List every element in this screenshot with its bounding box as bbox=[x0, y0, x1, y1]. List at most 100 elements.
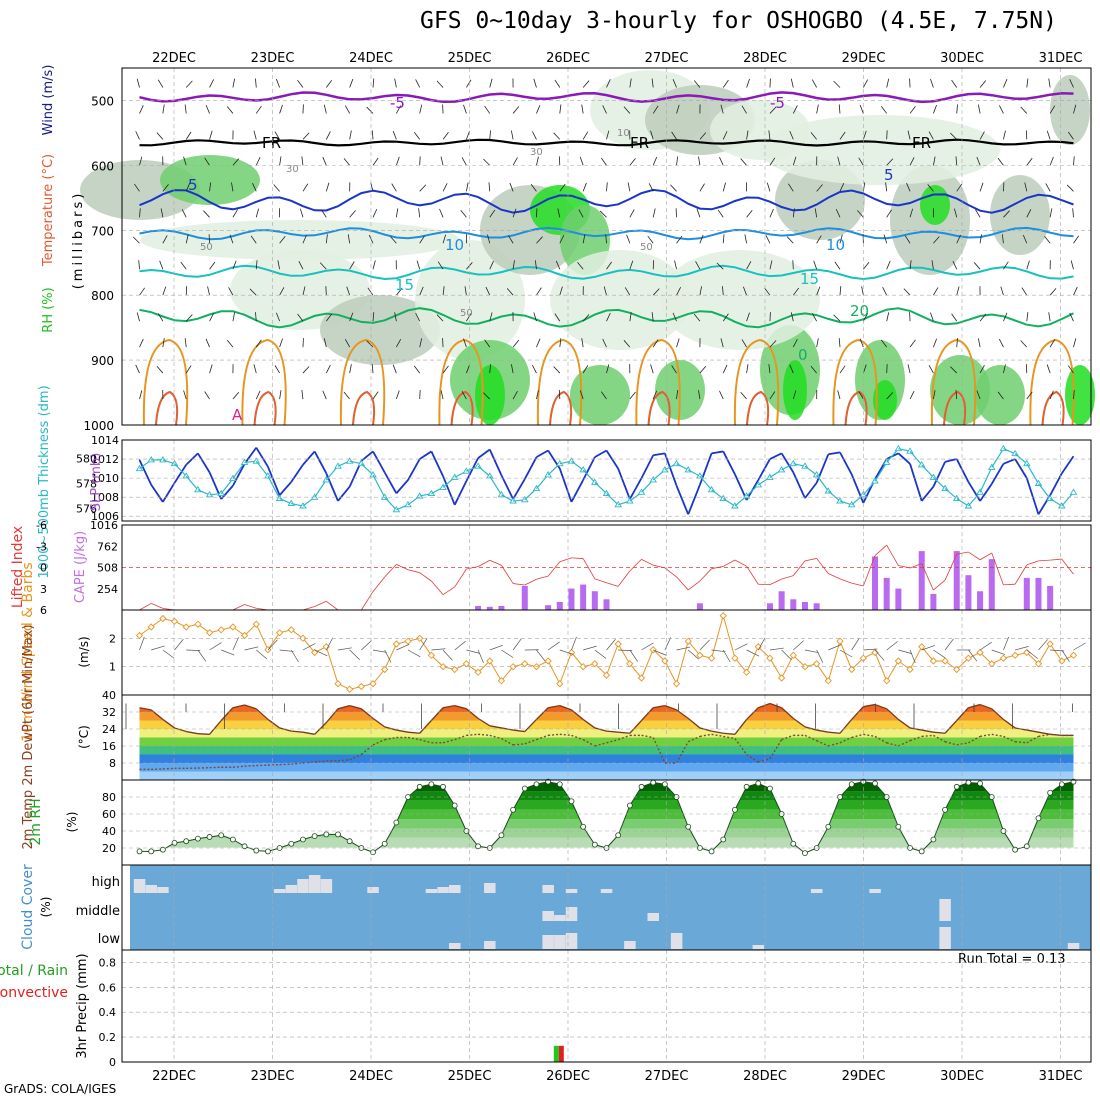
wind-barb-58-560 bbox=[810, 132, 817, 140]
slp-point-29 bbox=[465, 457, 479, 482]
wind-barb-46-520 bbox=[676, 104, 680, 114]
rh-tick-0: 20 bbox=[102, 842, 116, 855]
slp-point-58 bbox=[804, 482, 818, 499]
li-point-26 bbox=[431, 580, 444, 595]
slp-point-73 bbox=[979, 483, 993, 502]
slp-point-39 bbox=[582, 456, 596, 481]
li-point-20 bbox=[360, 591, 374, 611]
contour-minus5 bbox=[139, 91, 1074, 104]
temp-bands bbox=[139, 703, 1074, 780]
wind10-point-46 bbox=[672, 680, 681, 688]
wind10-segment-73 bbox=[979, 652, 993, 665]
slp-point-50 bbox=[711, 450, 724, 455]
wind-barb-18-680 bbox=[349, 210, 356, 218]
dewpoint-point-36 bbox=[548, 733, 560, 737]
temp-point-75 bbox=[1003, 718, 1016, 729]
wind-barb-22-840 bbox=[394, 312, 397, 322]
cape-bar-55 bbox=[778, 591, 785, 610]
temp-point-40 bbox=[594, 727, 607, 732]
li-point-37 bbox=[559, 557, 572, 563]
cape-bar-35 bbox=[545, 605, 552, 610]
rh-point-11 bbox=[265, 848, 271, 855]
wind10-point-1 bbox=[147, 623, 155, 631]
slp-point-80 bbox=[1061, 455, 1075, 474]
wind-barb-42-880 bbox=[623, 340, 631, 348]
wind10-segment-65 bbox=[886, 660, 899, 682]
wind-barb-76-960 bbox=[1026, 391, 1033, 400]
wind-barb-8-960 bbox=[232, 391, 240, 400]
thickness-segment-71 bbox=[956, 498, 969, 507]
rh-segment-28 bbox=[454, 805, 467, 832]
contour-15 bbox=[139, 264, 1074, 281]
wind10-segment-17 bbox=[325, 646, 339, 684]
upper-air-ytick-0: 500 bbox=[91, 94, 114, 108]
wind10-barb-37 bbox=[571, 636, 577, 651]
wind-barb-50-920 bbox=[722, 364, 728, 374]
wind-barb-48-480 bbox=[693, 80, 701, 88]
wind10-segment-71 bbox=[956, 657, 969, 670]
thickness-segment-40 bbox=[594, 481, 607, 495]
temp-tick-4: 40 bbox=[102, 689, 116, 702]
wind-barb-62-880 bbox=[859, 338, 864, 348]
wind-barb-10-880 bbox=[255, 339, 262, 348]
thickness-segment-13 bbox=[279, 498, 292, 505]
wind10-segment-60 bbox=[827, 641, 841, 681]
wind-barb-74-600 bbox=[997, 157, 1004, 166]
cape-axis-label: CAPE (J/kg) bbox=[73, 531, 88, 603]
wind-barb-72-920 bbox=[979, 365, 985, 374]
contour-label-3: FR bbox=[630, 134, 649, 152]
cloud-block-32 bbox=[1067, 943, 1080, 949]
rh-point-79 bbox=[1058, 781, 1065, 788]
li-point-25 bbox=[419, 572, 432, 582]
rh-point-76 bbox=[1023, 843, 1030, 850]
upper-air-side-label-0: RH (%) bbox=[41, 287, 56, 332]
wind10-axis-label: 10m Wind Speed & Barbs bbox=[20, 562, 36, 741]
thickness-segment-12 bbox=[267, 475, 281, 499]
contour-freezing bbox=[139, 138, 1074, 147]
top-date-6: 28DEC bbox=[743, 51, 787, 66]
wind-barb-26-720 bbox=[442, 234, 447, 244]
slp-point-49 bbox=[699, 453, 713, 486]
contour-25-day6 bbox=[733, 338, 780, 426]
slp-point-41 bbox=[605, 449, 619, 470]
wind-barb-6-480 bbox=[209, 79, 215, 88]
wind-barb-44-920 bbox=[650, 364, 654, 374]
bottom-date-7: 29DEC bbox=[842, 1069, 886, 1084]
wind-barb-0-880 bbox=[139, 338, 144, 348]
wind-barb-6-560 bbox=[209, 130, 213, 140]
contour-label-15: 30 bbox=[286, 164, 299, 175]
wind-barb-10-520 bbox=[255, 105, 262, 114]
wind-barb-4-600 bbox=[183, 156, 187, 166]
wind10-barb-55 bbox=[781, 649, 792, 661]
wind10-barb-42 bbox=[629, 649, 638, 662]
slp-point-45 bbox=[653, 452, 666, 457]
li-point-30 bbox=[477, 559, 490, 567]
wind10-barb-50 bbox=[722, 649, 731, 663]
slp-point-3 bbox=[162, 482, 176, 503]
li-tick-3: 3 bbox=[40, 583, 47, 596]
slp-point-15 bbox=[302, 450, 316, 466]
wind-barb-58-720 bbox=[816, 235, 822, 244]
rh-point-61 bbox=[848, 781, 855, 788]
rh-segment-69 bbox=[932, 809, 946, 840]
wind-barb-40-920 bbox=[606, 364, 610, 374]
precip-tick-0: 0 bbox=[109, 1056, 116, 1069]
li-point-16 bbox=[314, 600, 327, 607]
contour-label-0: -5 bbox=[390, 94, 405, 112]
wind-barb-18-880 bbox=[344, 339, 351, 348]
cape-bar-58 bbox=[813, 603, 820, 610]
temp-point-24 bbox=[407, 731, 420, 734]
wind-barb-24-560 bbox=[413, 131, 421, 140]
cloud-block-12 bbox=[484, 883, 496, 893]
dewpoint-point-51 bbox=[723, 735, 736, 740]
temp-point-69 bbox=[933, 731, 946, 734]
wind-barb-80-560 bbox=[1067, 131, 1074, 140]
wind-barb-80-880 bbox=[1073, 338, 1077, 348]
thickness-segment-59 bbox=[816, 474, 829, 492]
thickness-segment-64 bbox=[874, 462, 888, 482]
wind-barb-44-720 bbox=[647, 235, 654, 244]
contour-label-2: FR bbox=[262, 134, 281, 152]
cloud-block-0 bbox=[133, 879, 146, 893]
slp-tick-4: 1014 bbox=[91, 434, 119, 447]
wind-barb-64-960 bbox=[886, 392, 894, 400]
